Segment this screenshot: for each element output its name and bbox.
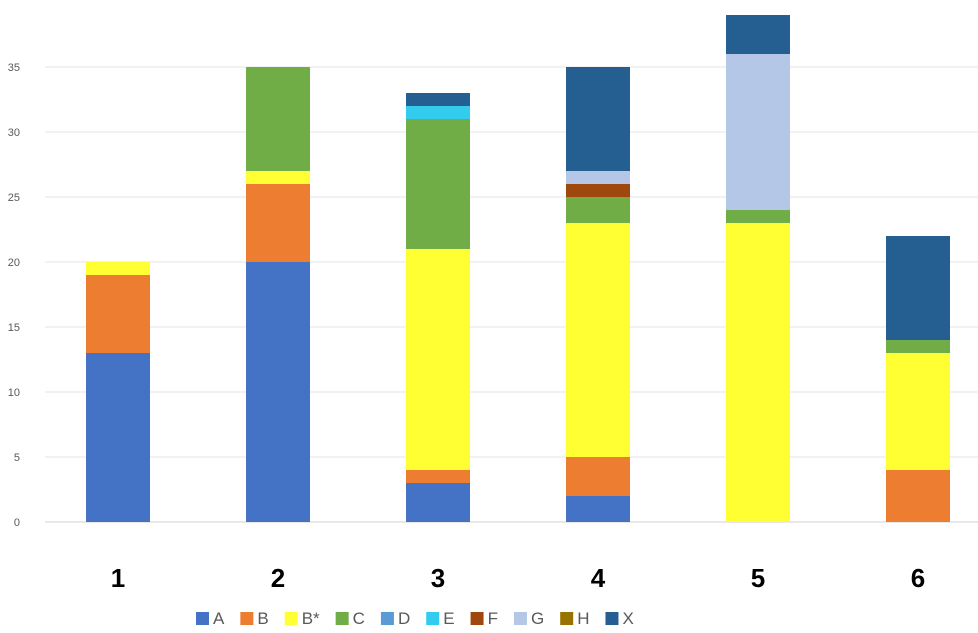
bar-segment-2-B: [246, 184, 310, 262]
bar-segment-2-B*: [246, 171, 310, 184]
y-tick-label: 10: [8, 387, 20, 399]
bar-segment-1-B*: [86, 262, 150, 275]
bar-segment-4-G: [566, 171, 630, 184]
bar-segment-3-B: [406, 470, 470, 483]
bar-segment-4-B: [566, 457, 630, 496]
legend-label: X: [622, 609, 633, 628]
bar-segment-4-X: [566, 67, 630, 171]
x-tick-label: 5: [751, 563, 765, 593]
legend-label: E: [443, 609, 454, 628]
bar-segment-3-E: [406, 106, 470, 119]
bar-segment-6-B: [886, 470, 950, 522]
legend-label: C: [353, 609, 365, 628]
y-tick-label: 15: [8, 322, 20, 334]
y-axis-ticks: 0 5 10 15 20 25 30 35: [8, 62, 20, 529]
gridlines: [45, 66, 978, 523]
legend-swatch-A: [196, 612, 209, 625]
x-axis-ticks: 1 2 3 4 5 6: [111, 563, 925, 593]
legend: A B B* C D E F G H X: [196, 609, 634, 628]
x-tick-label: 1: [111, 563, 125, 593]
x-tick-label: 2: [271, 563, 285, 593]
bar-segment-3-C: [406, 119, 470, 249]
legend-label: F: [488, 609, 498, 628]
legend-swatch-E: [426, 612, 440, 625]
bars: [86, 15, 950, 522]
legend-swatch-B: [240, 612, 254, 625]
legend-swatch-X: [605, 612, 619, 625]
legend-swatch-B*: [284, 612, 298, 625]
x-tick-label: 3: [431, 563, 445, 593]
y-tick-label: 35: [8, 62, 20, 74]
y-tick-label: 20: [8, 257, 20, 269]
bar-segment-2-C: [246, 67, 310, 171]
bar-segment-2-A: [246, 262, 310, 522]
bar-segment-1-A: [86, 353, 150, 522]
bar-segment-5-X: [726, 15, 790, 54]
legend-swatch-F: [470, 612, 484, 625]
bar-segment-3-X: [406, 93, 470, 106]
legend-swatch-H: [560, 612, 574, 625]
legend-label: B: [257, 609, 268, 628]
bar-segment-3-A: [406, 483, 470, 522]
legend-label: A: [213, 609, 225, 628]
bar-segment-4-B*: [566, 223, 630, 457]
bar-segment-6-B*: [886, 353, 950, 470]
legend-label: B*: [302, 609, 320, 628]
y-tick-label: 0: [14, 517, 20, 529]
bar-segment-5-G: [726, 54, 790, 210]
bar-segment-5-B*: [726, 223, 790, 522]
bar-segment-1-B: [86, 275, 150, 353]
bar-segment-6-X: [886, 236, 950, 340]
bar-segment-4-F: [566, 184, 630, 197]
x-tick-label: 4: [591, 563, 606, 593]
y-tick-label: 5: [14, 452, 20, 464]
legend-swatch-D: [380, 612, 394, 625]
bar-segment-6-C: [886, 340, 950, 353]
y-tick-label: 30: [8, 127, 20, 139]
legend-label: G: [531, 609, 544, 628]
bar-segment-4-A: [566, 496, 630, 522]
legend-swatch-C: [335, 612, 349, 625]
y-tick-label: 25: [8, 192, 20, 204]
legend-label: D: [398, 609, 410, 628]
bar-segment-3-B*: [406, 249, 470, 470]
legend-swatch-G: [513, 612, 527, 625]
bar-segment-5-C: [726, 210, 790, 223]
legend-label: H: [577, 609, 589, 628]
bar-segment-4-C: [566, 197, 630, 223]
x-tick-label: 6: [911, 563, 925, 593]
